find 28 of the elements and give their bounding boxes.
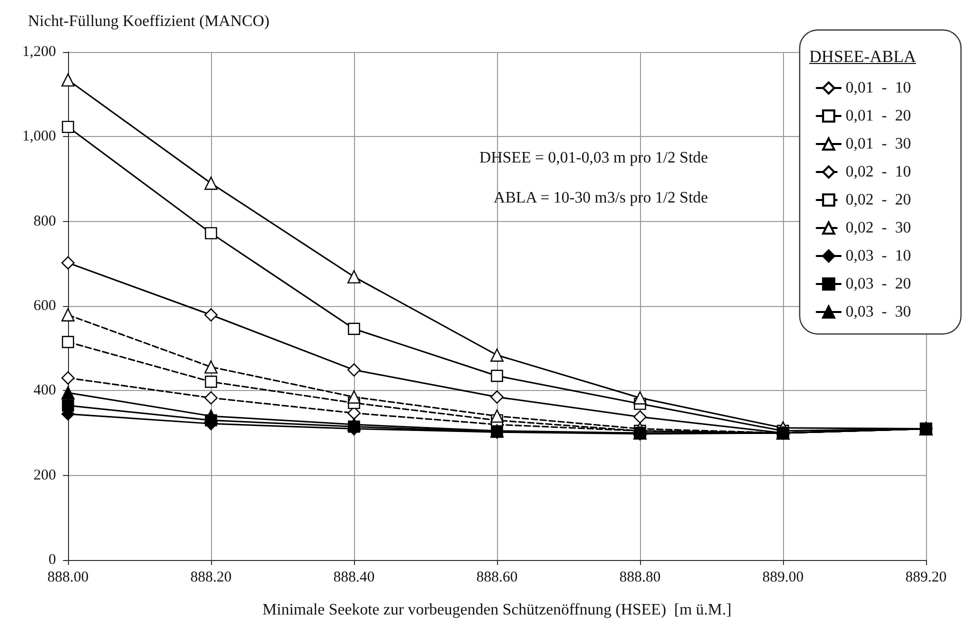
y-tick-label: 1,000	[22, 128, 56, 145]
x-tick-label: 888.40	[333, 570, 375, 586]
legend-label: 0,01 - 30	[846, 136, 911, 152]
y-tick-label: 600	[34, 298, 56, 314]
legend-label: 0,03 - 20	[846, 276, 911, 292]
x-tick-label: 888.60	[476, 570, 518, 586]
y-tick-label: 400	[34, 382, 56, 399]
legend-label: 0,01 - 20	[846, 108, 911, 124]
x-axis-title: Minimale Seekote zur vorbeugenden Schützenöffnung (HSEE) [m ü.M.]	[262, 602, 732, 618]
legend-label: 0,02 - 20	[846, 192, 911, 208]
x-tick-label: 888.00	[47, 570, 89, 586]
x-tick-label: 889.00	[762, 570, 804, 586]
legend-title: DHSEE-ABLA	[809, 47, 916, 67]
y-tick-label: 200	[34, 467, 56, 484]
x-tick-label: 888.20	[190, 570, 232, 586]
legend-label: 0,03 - 30	[846, 304, 911, 320]
y-tick-label: 800	[34, 213, 56, 230]
annotation: DHSEE = 0,01-0,03 m pro 1/2 Stde	[479, 150, 708, 166]
x-tick-label: 888.80	[619, 570, 661, 586]
legend-label: 0,02 - 10	[846, 164, 911, 180]
annotation: ABLA = 10-30 m3/s pro 1/2 Stde	[494, 190, 708, 206]
y-tick-label: 1,200	[22, 44, 56, 60]
legend-label: 0,03 - 10	[846, 248, 911, 264]
x-tick-label: 889.20	[905, 570, 947, 586]
legend-label: 0,02 - 30	[846, 220, 911, 236]
legend-label: 0,01 - 10	[846, 80, 911, 96]
y-tick-label: 0	[48, 552, 56, 568]
y-axis-title: Nicht-Füllung Koeffizient (MANCO)	[28, 13, 270, 31]
